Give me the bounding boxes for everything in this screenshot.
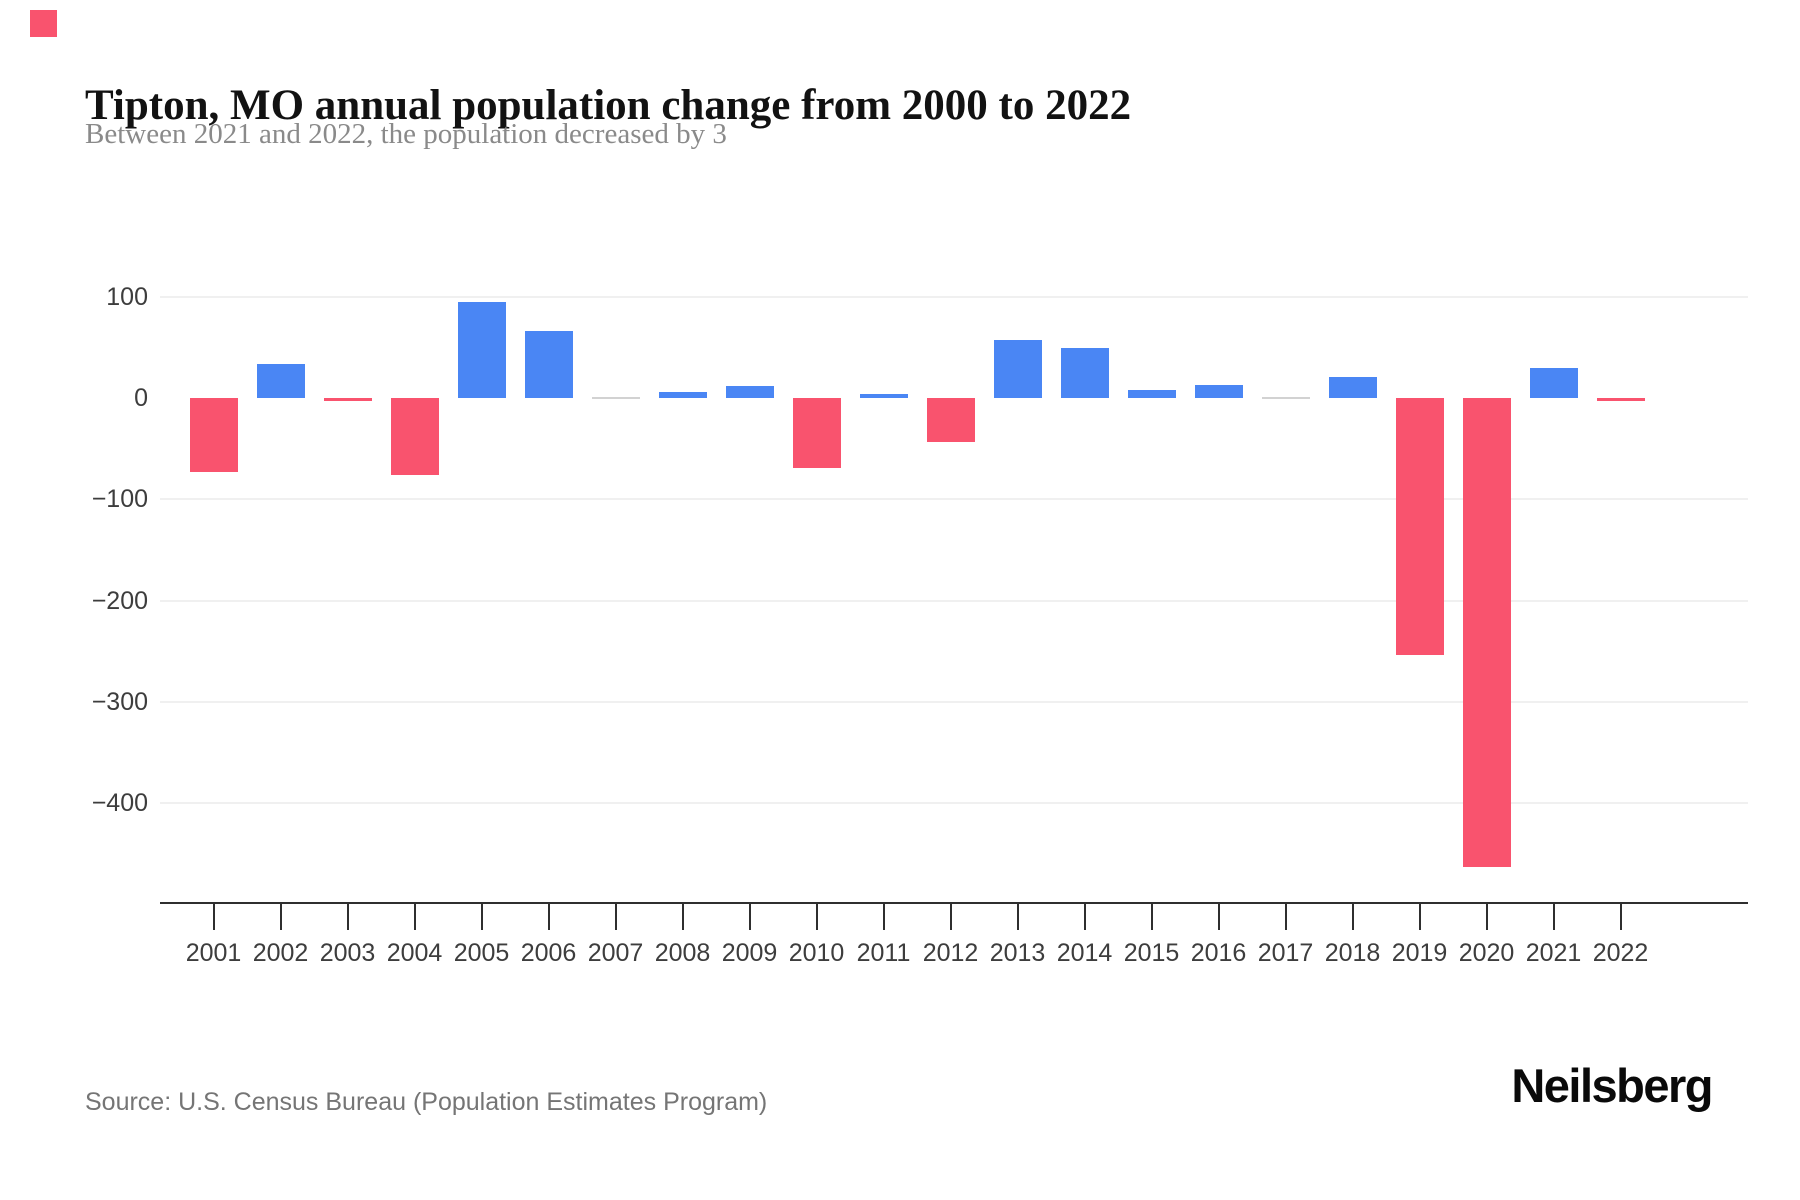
x-tick-2020 xyxy=(1486,904,1488,930)
x-tick-label-2011: 2011 xyxy=(856,939,911,967)
bar-2021[interactable] xyxy=(1530,368,1578,398)
y-tick-label--300: −300 xyxy=(91,688,148,716)
x-tick-label-2022: 2022 xyxy=(1592,939,1649,967)
y-tick-label-0: 0 xyxy=(134,384,148,412)
bar-2015[interactable] xyxy=(1128,390,1176,398)
x-tick-label-2012: 2012 xyxy=(922,939,979,967)
gridline-100 xyxy=(160,296,1748,298)
chart-subtitle: Between 2021 and 2022, the population de… xyxy=(85,118,727,150)
x-tick-2001 xyxy=(213,904,215,930)
bar-2005[interactable] xyxy=(458,302,506,398)
x-tick-2017 xyxy=(1285,904,1287,930)
x-tick-label-2016: 2016 xyxy=(1190,939,1247,967)
x-tick-2012 xyxy=(950,904,952,930)
x-tick-label-2021: 2021 xyxy=(1525,939,1582,967)
corner-accent-square xyxy=(30,10,57,37)
x-tick-2018 xyxy=(1352,904,1354,930)
x-tick-2009 xyxy=(749,904,751,930)
x-tick-label-2007: 2007 xyxy=(587,939,644,967)
bar-2008[interactable] xyxy=(659,392,707,398)
x-tick-2015 xyxy=(1151,904,1153,930)
bar-2022[interactable] xyxy=(1597,398,1645,401)
gridline--400 xyxy=(160,802,1748,804)
bar-2016[interactable] xyxy=(1195,385,1243,398)
y-tick-label-100: 100 xyxy=(106,283,148,311)
bar-2013[interactable] xyxy=(994,340,1042,398)
bar-2020[interactable] xyxy=(1463,398,1511,867)
bar-2004[interactable] xyxy=(391,398,439,475)
x-tick-label-2013: 2013 xyxy=(989,939,1046,967)
x-tick-label-2006: 2006 xyxy=(520,939,577,967)
x-tick-label-2001: 2001 xyxy=(185,939,242,967)
bar-2001[interactable] xyxy=(190,398,238,472)
bar-2002[interactable] xyxy=(257,364,305,398)
bar-2018[interactable] xyxy=(1329,377,1377,398)
x-tick-2014 xyxy=(1084,904,1086,930)
x-tick-label-2017: 2017 xyxy=(1257,939,1314,967)
bar-2009[interactable] xyxy=(726,386,774,398)
y-tick-label--200: −200 xyxy=(91,587,148,615)
x-tick-2013 xyxy=(1017,904,1019,930)
y-tick-label--100: −100 xyxy=(91,485,148,513)
bar-2017[interactable] xyxy=(1262,397,1310,399)
x-tick-2022 xyxy=(1620,904,1622,930)
gridline--300 xyxy=(160,701,1748,703)
x-tick-label-2020: 2020 xyxy=(1458,939,1515,967)
x-tick-2007 xyxy=(615,904,617,930)
x-tick-2019 xyxy=(1419,904,1421,930)
source-note: Source: U.S. Census Bureau (Population E… xyxy=(85,1088,768,1116)
x-tick-label-2009: 2009 xyxy=(721,939,778,967)
bar-2006[interactable] xyxy=(525,331,573,398)
x-tick-label-2014: 2014 xyxy=(1056,939,1113,967)
bar-2014[interactable] xyxy=(1061,348,1109,398)
x-tick-2004 xyxy=(414,904,416,930)
y-tick-label--400: −400 xyxy=(91,789,148,817)
bar-2007[interactable] xyxy=(592,397,640,399)
x-tick-label-2005: 2005 xyxy=(453,939,510,967)
x-tick-2002 xyxy=(280,904,282,930)
x-tick-2005 xyxy=(481,904,483,930)
gridline--200 xyxy=(160,600,1748,602)
x-tick-2016 xyxy=(1218,904,1220,930)
bar-2010[interactable] xyxy=(793,398,841,468)
x-tick-2011 xyxy=(883,904,885,930)
bar-2003[interactable] xyxy=(324,398,372,401)
bar-2012[interactable] xyxy=(927,398,975,442)
x-tick-2003 xyxy=(347,904,349,930)
bar-2011[interactable] xyxy=(860,394,908,398)
x-tick-2008 xyxy=(682,904,684,930)
x-axis-line xyxy=(160,902,1748,904)
x-tick-2010 xyxy=(816,904,818,930)
x-tick-2006 xyxy=(548,904,550,930)
bar-2019[interactable] xyxy=(1396,398,1444,655)
gridline--100 xyxy=(160,498,1748,500)
x-tick-label-2010: 2010 xyxy=(788,939,845,967)
x-tick-label-2015: 2015 xyxy=(1123,939,1180,967)
x-tick-label-2008: 2008 xyxy=(654,939,711,967)
x-tick-label-2002: 2002 xyxy=(252,939,309,967)
x-tick-label-2019: 2019 xyxy=(1391,939,1448,967)
brand-logo[interactable]: Neilsberg xyxy=(1511,1059,1713,1112)
x-tick-2021 xyxy=(1553,904,1555,930)
chart-title: Tipton, MO annual population change from… xyxy=(85,81,1132,129)
x-tick-label-2004: 2004 xyxy=(386,939,443,967)
x-tick-label-2018: 2018 xyxy=(1324,939,1381,967)
x-tick-label-2003: 2003 xyxy=(319,939,376,967)
